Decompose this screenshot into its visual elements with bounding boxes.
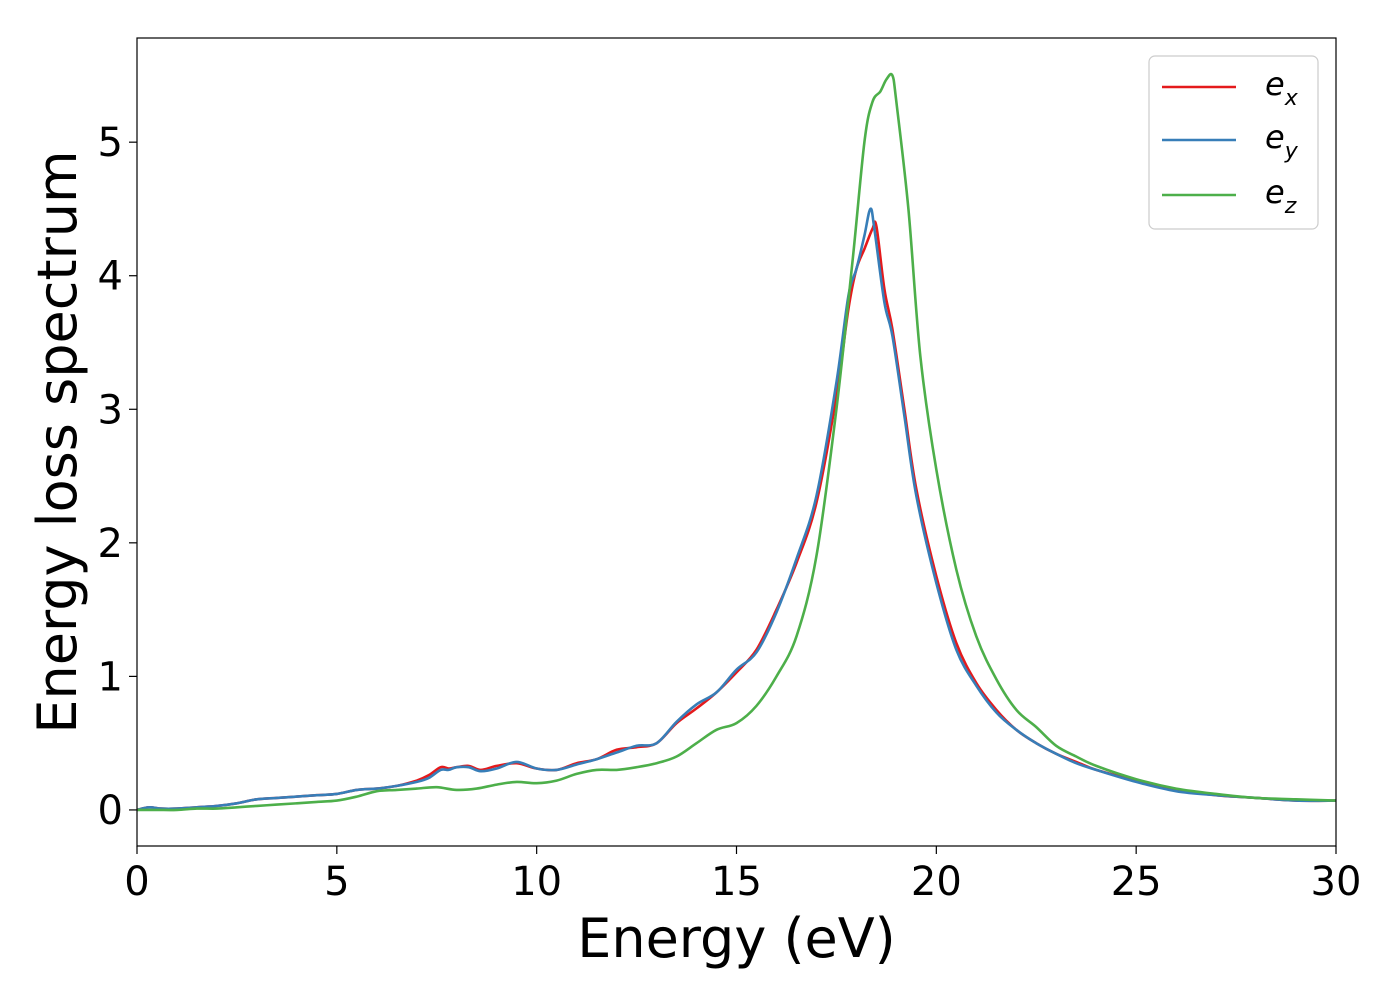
y-tick-label: 1: [98, 654, 123, 700]
x-tick-label: 15: [711, 859, 762, 905]
series-line-e-y: [136, 207, 1337, 812]
y-tick-label: 5: [98, 120, 123, 166]
x-axis-title: Energy (eV): [577, 907, 896, 970]
plot-background: [137, 38, 1336, 846]
y-tick-label: 4: [98, 254, 123, 300]
legend-label-y: ey: [1265, 118, 1299, 164]
x-tick-label: 5: [324, 859, 349, 905]
legend-label-z: ez: [1265, 173, 1297, 219]
x-axis-ticks: 0 5 10 15 20 25 30: [124, 846, 1361, 905]
y-axis-title: Energy loss spectrum: [26, 150, 89, 733]
legend-box: [1148, 55, 1319, 230]
y-tick-label: 2: [98, 521, 123, 567]
legend-label-x: ex: [1265, 65, 1299, 111]
y-tick-label: 0: [98, 788, 123, 834]
legend: ex ey ez: [1148, 55, 1319, 230]
x-tick-label: 10: [511, 859, 562, 905]
x-tick-label: 30: [1311, 859, 1362, 905]
series-line-e-z: [136, 72, 1337, 812]
legend-entries: ex ey ez: [1162, 65, 1299, 219]
x-tick-label: 20: [911, 859, 962, 905]
series-layer: [136, 72, 1337, 812]
x-tick-label: 25: [1111, 859, 1162, 905]
y-axis-ticks: 0 1 2 3 4 5: [98, 120, 137, 834]
x-tick-label: 0: [124, 859, 149, 905]
y-tick-label: 3: [98, 387, 123, 433]
